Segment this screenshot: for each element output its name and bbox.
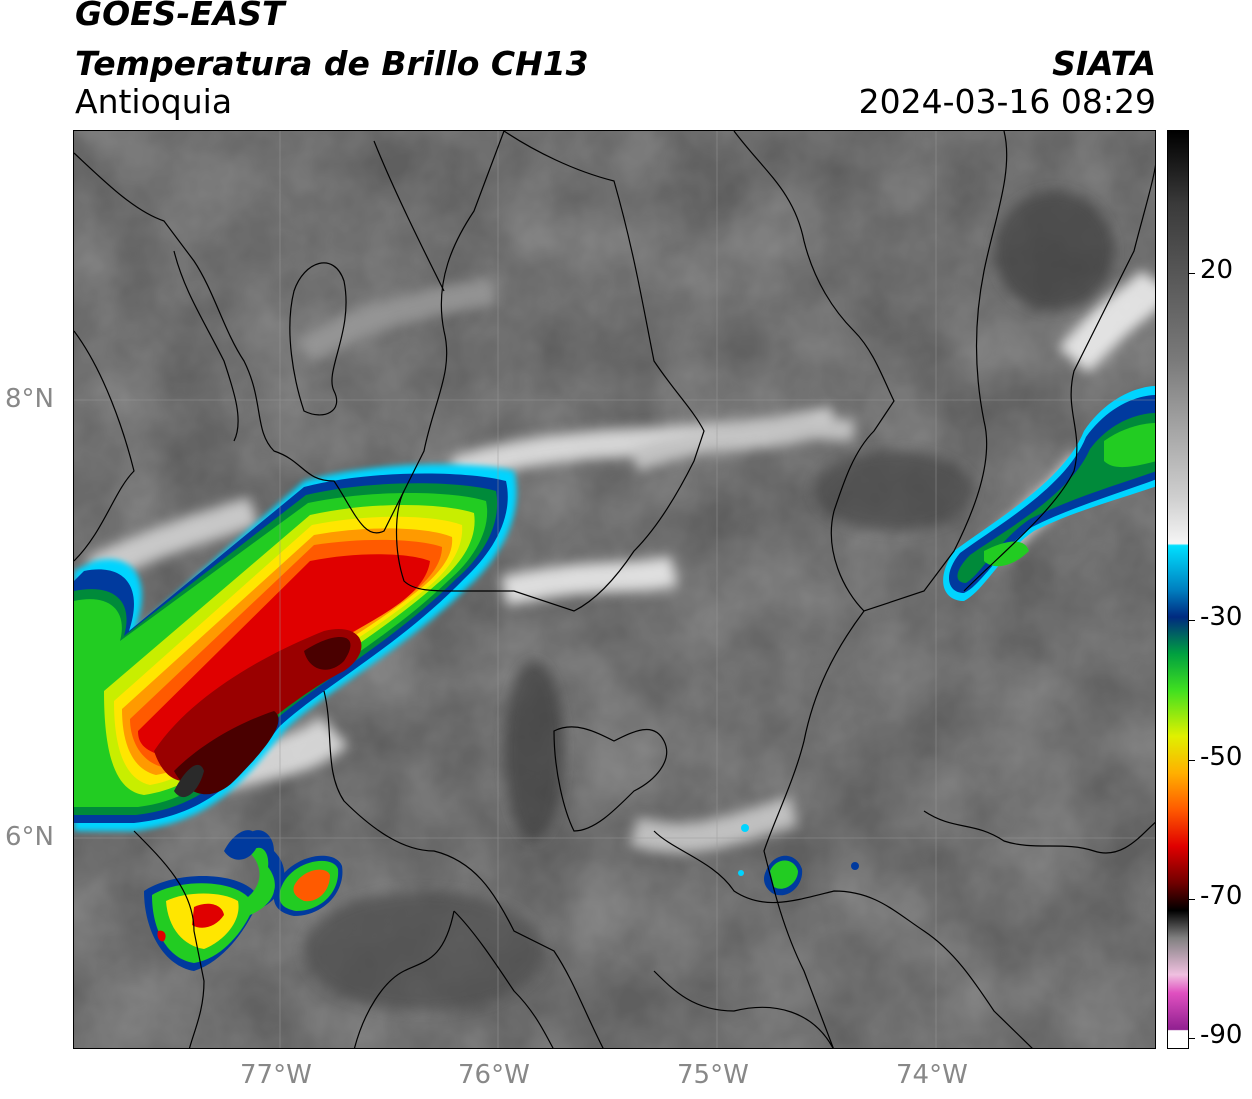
region-label: Antioquia [75, 82, 233, 121]
boundaries [74, 131, 1155, 1048]
timestamp-label: 2024-03-16 08:29 [858, 82, 1156, 121]
lon-label-75w: 75°W [677, 1060, 749, 1090]
lon-label-76w: 76°W [458, 1060, 530, 1090]
colorbar-tick-mark [1189, 620, 1195, 621]
colorbar [1167, 130, 1189, 1049]
colorbar-tick-minus90: -90 [1200, 1020, 1243, 1050]
agency-label: SIATA [1052, 44, 1156, 83]
satellite-map [73, 130, 1156, 1049]
colorbar-tick-minus30: -30 [1200, 602, 1243, 632]
dark-zones [304, 191, 1114, 1011]
colorbar-tick-mark [1189, 899, 1195, 900]
colorbar-tick-mark [1189, 760, 1195, 761]
storm-south [144, 824, 859, 971]
colorbar-tick-mark [1189, 1038, 1195, 1039]
colorbar-tick-minus50: -50 [1200, 742, 1243, 772]
lat-label-6n: 6°N [5, 822, 54, 852]
map-svg [74, 131, 1155, 1048]
lon-label-74w: 74°W [896, 1060, 968, 1090]
product-title: Temperatura de Brillo CH13 [75, 44, 589, 83]
colorbar-tick-20: 20 [1200, 255, 1234, 285]
colorbar-tick-minus70: -70 [1200, 881, 1243, 911]
colorbar-svg [1168, 131, 1188, 1048]
satellite-title: GOES-EAST [75, 0, 285, 33]
lon-label-77w: 77°W [240, 1060, 312, 1090]
colorbar-tick-mark [1189, 273, 1195, 274]
lat-label-8n: 8°N [5, 384, 54, 414]
